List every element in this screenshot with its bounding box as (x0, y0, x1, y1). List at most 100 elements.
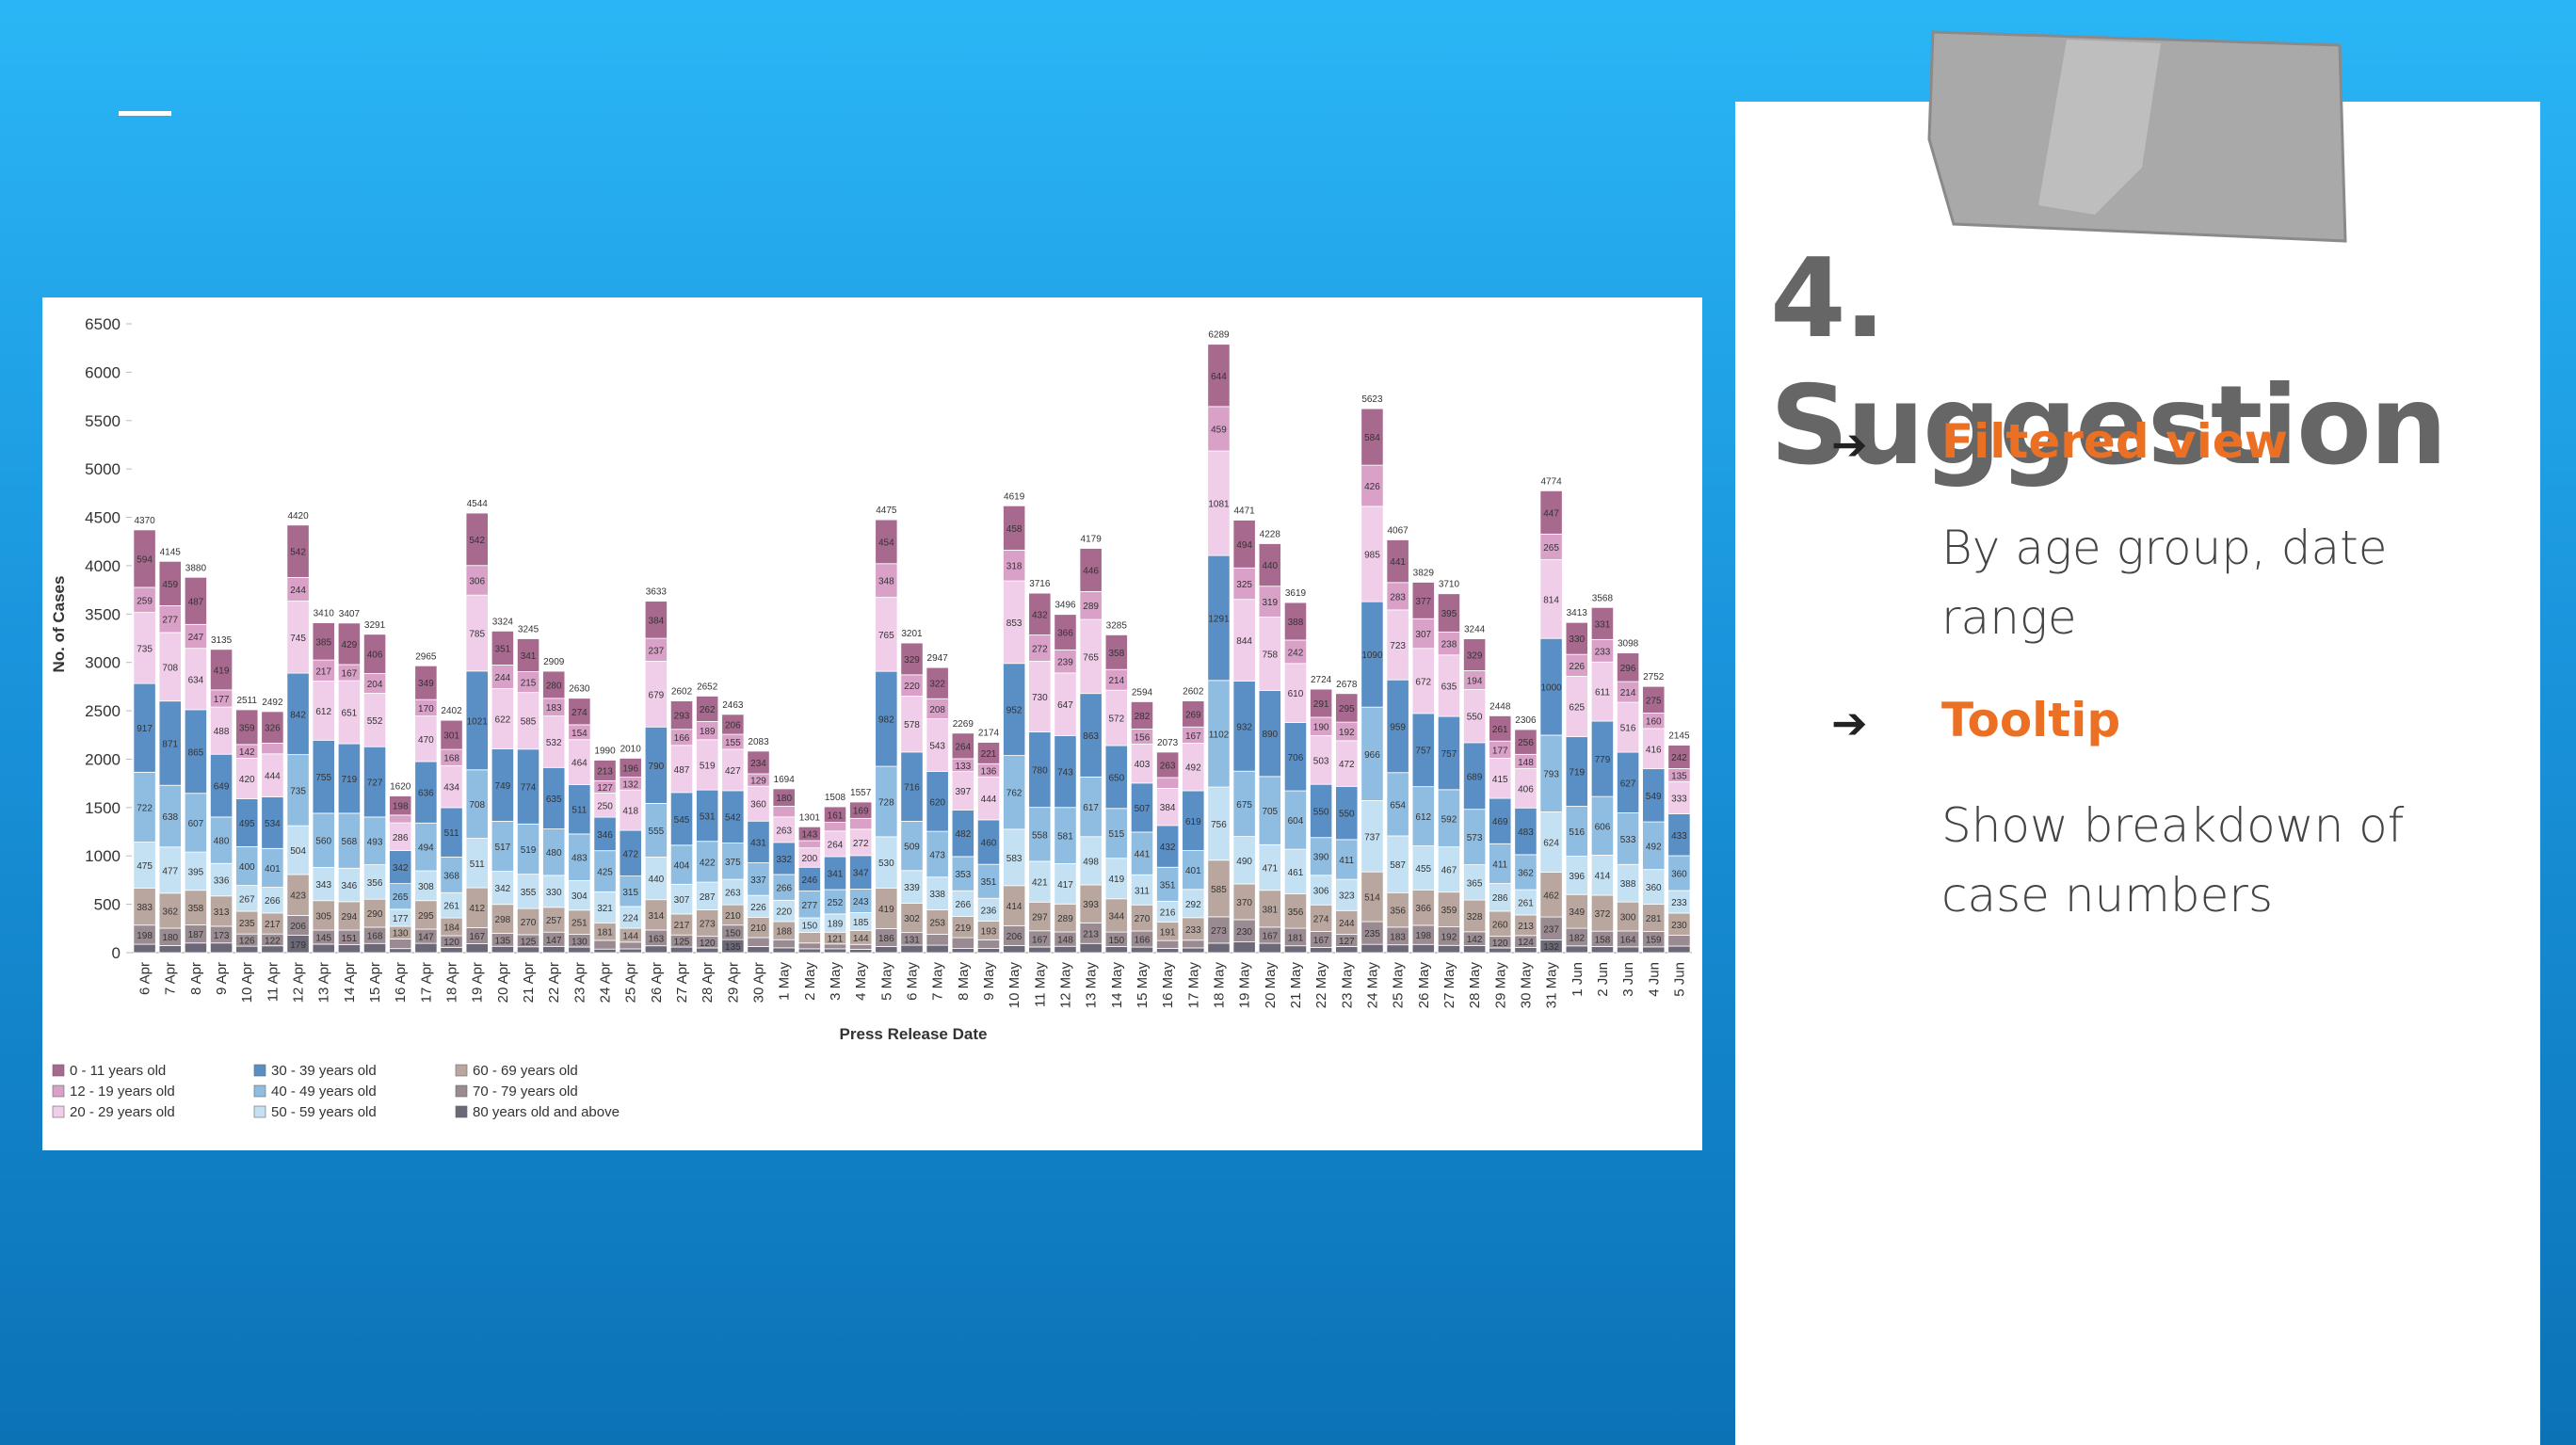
segment-label: 160 (1646, 717, 1662, 728)
x-tick-label: 9 Apr (214, 962, 230, 995)
bar-segment (209, 649, 233, 691)
segment-label: 318 (1006, 562, 1022, 572)
segment-label: 638 (162, 812, 178, 823)
bar-segment (133, 529, 156, 588)
y-tick-label: 5000 (85, 460, 121, 478)
segment-label: 191 (1160, 927, 1176, 938)
segment-label: 785 (469, 630, 485, 640)
segment-label: 341 (828, 869, 844, 879)
x-tick-label: 1 May (777, 962, 793, 1001)
segment-label: 346 (597, 830, 613, 841)
segment-label: 302 (904, 914, 920, 924)
y-tick-label: 6000 (85, 363, 121, 381)
bar-segment (593, 939, 617, 950)
segment-label: 1291 (1208, 614, 1230, 624)
x-tick-label: 8 May (956, 962, 972, 1001)
bar-segment (1079, 548, 1103, 592)
segment-label: 411 (1339, 856, 1354, 866)
segment-label: 604 (1288, 816, 1304, 827)
segment-label: 483 (572, 854, 588, 864)
bar-segment (1156, 939, 1180, 949)
segment-label: 459 (1211, 425, 1227, 435)
segment-label: 144 (853, 934, 869, 944)
bar-segment (797, 840, 821, 849)
segment-label: 381 (1262, 905, 1278, 915)
segment-label: 164 (1620, 935, 1636, 945)
total-label: 1301 (799, 812, 821, 823)
segment-label: 844 (1236, 636, 1252, 647)
segment-label: 325 (1236, 580, 1252, 590)
segment-label: 584 (1364, 433, 1380, 443)
total-label: 2306 (1515, 715, 1537, 726)
bar-segment (1182, 939, 1205, 949)
bar-segment (465, 512, 489, 567)
bar-segment (261, 711, 284, 744)
x-tick-label: 12 Apr (291, 962, 307, 1003)
total-label: 4228 (1260, 529, 1281, 539)
segment-label: 290 (367, 909, 383, 920)
segment-label: 337 (750, 875, 766, 886)
x-tick-label: 25 May (1391, 962, 1407, 1009)
segment-label: 143 (802, 830, 818, 841)
segment-label: 217 (315, 666, 331, 677)
segment-label: 359 (1441, 906, 1457, 916)
segment-label: 243 (853, 897, 869, 907)
segment-label: 265 (393, 892, 409, 903)
tape-decoration (1927, 30, 2347, 243)
segment-label: 356 (1288, 907, 1304, 918)
segment-label: 390 (1313, 853, 1329, 863)
segment-label: 124 (1518, 938, 1534, 948)
segment-label: 384 (1160, 803, 1176, 813)
segment-label: 147 (546, 936, 562, 946)
y-tick-label: 5500 (85, 412, 121, 430)
segment-label: 516 (1620, 724, 1636, 734)
segment-label: 689 (1467, 772, 1483, 782)
bar-segment (849, 817, 873, 830)
bar-segment (133, 943, 156, 954)
segment-label: 242 (1671, 753, 1687, 763)
segment-label: 286 (393, 833, 409, 843)
segment-label: 555 (649, 827, 665, 837)
bar-segment (568, 946, 591, 954)
total-label: 1694 (774, 775, 796, 785)
segment-label: 400 (239, 862, 255, 873)
segment-label: 985 (1364, 551, 1380, 561)
segment-label: 519 (521, 845, 537, 856)
x-tick-label: 18 Apr (444, 962, 460, 1003)
segment-label: 226 (1569, 662, 1585, 672)
segment-label: 274 (1313, 914, 1329, 924)
segment-label: 297 (1032, 913, 1048, 923)
x-tick-label: 18 May (1211, 962, 1227, 1009)
x-tick-label: 2 Jun (1595, 962, 1611, 997)
segment-label: 319 (1262, 598, 1278, 608)
segment-label: 235 (1364, 929, 1380, 939)
segment-label: 719 (342, 775, 358, 785)
x-tick-label: 11 May (1032, 962, 1048, 1008)
segment-label: 470 (418, 735, 434, 746)
legend-label: 12 - 19 years old (70, 1084, 175, 1100)
segment-label: 147 (418, 933, 434, 943)
segment-label: 183 (1390, 932, 1406, 942)
segment-label: 200 (802, 854, 818, 864)
bar-segment (516, 638, 540, 672)
segment-label: 620 (929, 797, 945, 808)
segment-label: 342 (495, 884, 511, 894)
segment-label: 230 (1671, 921, 1687, 931)
segment-label: 206 (1006, 932, 1022, 942)
x-tick-label: 24 May (1364, 962, 1380, 1009)
segment-label: 167 (1032, 935, 1048, 945)
segment-label: 487 (188, 597, 204, 607)
segment-label: 336 (214, 876, 230, 887)
segment-label: 511 (572, 806, 587, 816)
segment-label: 304 (572, 891, 588, 902)
y-tick-label: 4000 (85, 557, 121, 575)
segment-label: 515 (1108, 829, 1124, 840)
segment-label: 180 (162, 933, 178, 943)
legend-swatch (253, 1064, 266, 1077)
legend-label: 20 - 29 years old (70, 1104, 175, 1120)
segment-label: 308 (418, 882, 434, 892)
legend-label: 40 - 49 years old (271, 1084, 377, 1100)
bar-segment (1156, 751, 1180, 779)
segment-label: 372 (1595, 909, 1611, 920)
